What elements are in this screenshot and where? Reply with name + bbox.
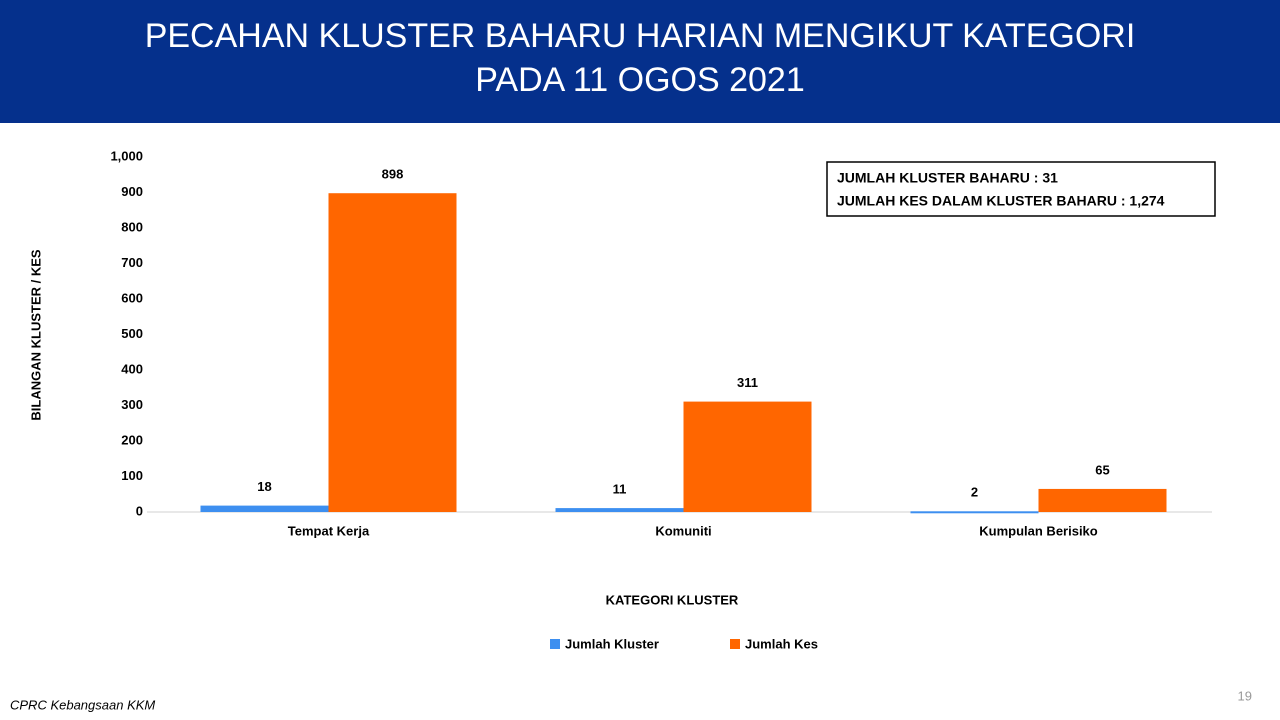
x-tick-label: Komuniti [655, 523, 711, 538]
x-axis-title: KATEGORI KLUSTER [606, 592, 739, 607]
chart-title: PECAHAN KLUSTER BAHARU HARIAN MENGIKUT K… [145, 17, 1136, 55]
y-tick-label: 800 [121, 219, 143, 234]
bar [683, 401, 812, 512]
data-label: 18 [257, 479, 271, 494]
y-tick-label: 900 [121, 184, 143, 199]
bar [328, 193, 457, 512]
data-label: 2 [971, 485, 978, 500]
y-tick-label: 500 [121, 326, 143, 341]
x-tick-label: Kumpulan Berisiko [979, 523, 1098, 538]
x-tick-label: Tempat Kerja [288, 523, 370, 538]
y-tick-label: 600 [121, 290, 143, 305]
legend-swatch [550, 639, 560, 649]
chart-title: PADA 11 OGOS 2021 [475, 61, 804, 99]
data-label: 65 [1095, 462, 1109, 477]
bar [1038, 488, 1167, 512]
legend-swatch [730, 639, 740, 649]
bar [200, 505, 329, 512]
annotation: JUMLAH KLUSTER BAHARU : 31 [837, 170, 1058, 186]
legend-label: Jumlah Kes [745, 636, 818, 651]
annotation-box [826, 161, 1216, 217]
annotation: JUMLAH KES DALAM KLUSTER BAHARU : 1,274 [837, 193, 1165, 209]
footer-source: CPRC Kebangsaan KKM [10, 697, 155, 712]
bar [555, 508, 684, 512]
data-label: 311 [737, 375, 758, 390]
header-band [0, 0, 1280, 123]
y-tick-label: 100 [121, 468, 143, 483]
data-label: 11 [613, 482, 627, 497]
y-tick-label: 300 [121, 397, 143, 412]
legend-label: Jumlah Kluster [565, 636, 659, 651]
y-tick-label: 400 [121, 361, 143, 376]
y-tick-label: 1,000 [110, 148, 143, 163]
bar [910, 511, 1039, 514]
y-tick-label: 700 [121, 255, 143, 270]
y-axis-title: BILANGAN KLUSTER / KES [28, 249, 43, 421]
page-number: 19 [1238, 688, 1252, 703]
data-label: 898 [382, 167, 404, 182]
y-tick-label: 200 [121, 432, 143, 447]
y-tick-label: 0 [136, 503, 143, 518]
